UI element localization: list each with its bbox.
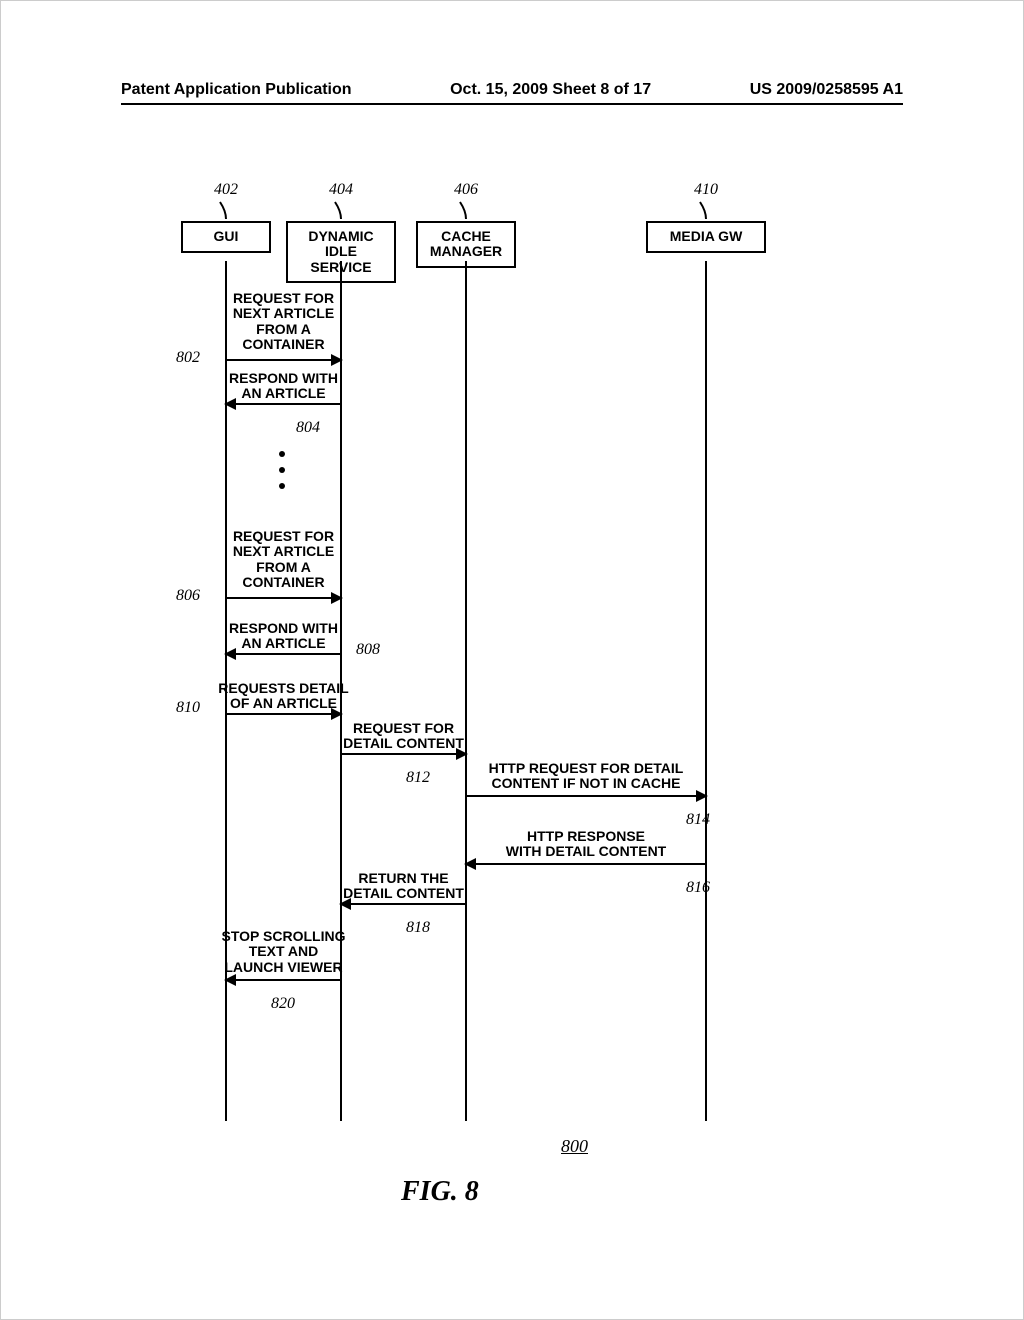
- ellipsis-dots: [279, 451, 285, 489]
- arrow-808: [226, 653, 341, 655]
- arrow-804: [226, 403, 341, 405]
- ref-802: 802: [176, 349, 200, 367]
- figure-number: 800: [561, 1136, 588, 1157]
- ref-814: 814: [686, 811, 710, 829]
- page-header: Patent Application Publication Oct. 15, …: [121, 81, 903, 105]
- msg-820: STOP SCROLLINGTEXT ANDLAUNCH VIEWER: [211, 929, 356, 975]
- actor-ref-gw: 410: [694, 181, 718, 199]
- arrow-814: [466, 795, 706, 797]
- arrow-806: [226, 597, 341, 599]
- actor-ref-dis: 404: [329, 181, 353, 199]
- ref-812: 812: [406, 769, 430, 787]
- ref-810: 810: [176, 699, 200, 717]
- arrow-810: [226, 713, 341, 715]
- arrow-820: [226, 979, 341, 981]
- arrow-802: [226, 359, 341, 361]
- ref-816: 816: [686, 879, 710, 897]
- actor-box-gui: GUI: [181, 221, 271, 253]
- ref-804: 804: [296, 419, 320, 437]
- header-center: Oct. 15, 2009 Sheet 8 of 17: [450, 81, 651, 99]
- page: Patent Application Publication Oct. 15, …: [0, 0, 1024, 1320]
- lifeline-gw: [705, 261, 707, 1121]
- arrow-818: [341, 903, 466, 905]
- ref-818: 818: [406, 919, 430, 937]
- msg-802: REQUEST FORNEXT ARTICLEFROM ACONTAINER: [211, 291, 356, 353]
- msg-816: HTTP RESPONSEWITH DETAIL CONTENT: [451, 829, 721, 860]
- msg-814: HTTP REQUEST FOR DETAILCONTENT IF NOT IN…: [451, 761, 721, 792]
- arrow-816: [466, 863, 706, 865]
- msg-806: REQUEST FORNEXT ARTICLEFROM ACONTAINER: [211, 529, 356, 591]
- lifeline-cache: [465, 261, 467, 1121]
- header-right: US 2009/0258595 A1: [750, 81, 903, 99]
- actor-ref-gui: 402: [214, 181, 238, 199]
- arrow-812: [341, 753, 466, 755]
- sequence-diagram: 402GUI404DYNAMIC IDLESERVICE406CACHEMANA…: [146, 181, 786, 1121]
- header-left: Patent Application Publication: [121, 81, 352, 99]
- ref-806: 806: [176, 587, 200, 605]
- figure-caption: FIG. 8: [401, 1176, 479, 1208]
- ref-808: 808: [356, 641, 380, 659]
- actor-box-gw: MEDIA GW: [646, 221, 766, 253]
- actor-ref-cache: 406: [454, 181, 478, 199]
- ref-820: 820: [271, 995, 295, 1013]
